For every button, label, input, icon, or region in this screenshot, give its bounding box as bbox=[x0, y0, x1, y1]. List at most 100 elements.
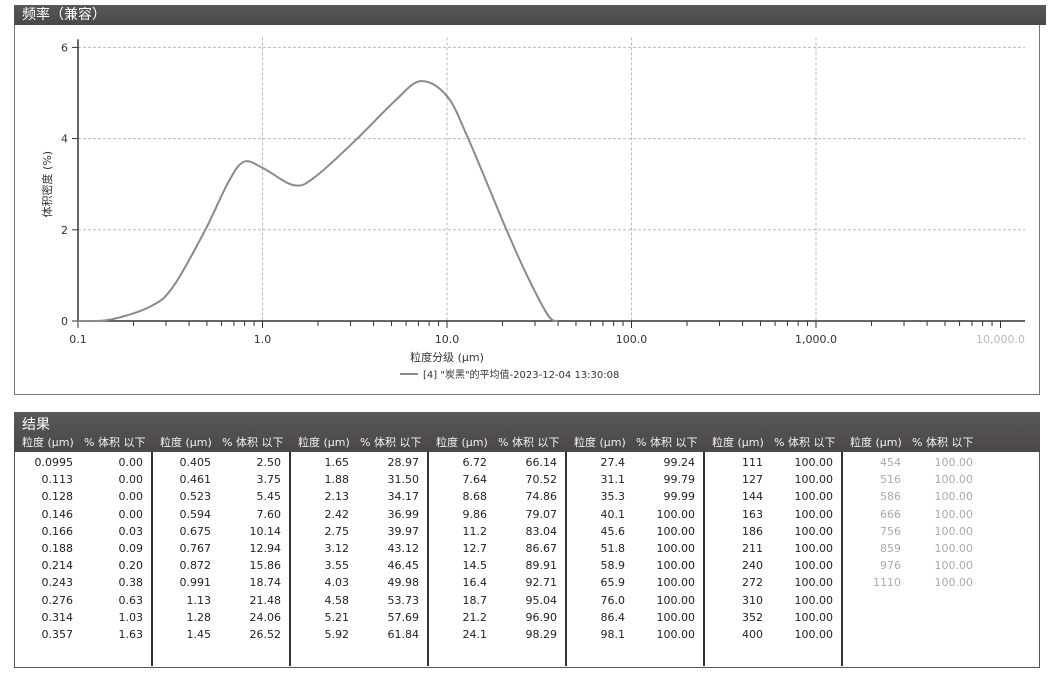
size-cell: 0.314 bbox=[41, 610, 74, 624]
frequency-chart: 0.1 1.0 10.0 100.0 1,000.0 10,000.0 0 2 4 6 粒度分级 (… bbox=[40, 37, 1025, 381]
chart-panel: 0.1 1.0 10.0 100.0 1,000.0 10,000.0 0 2 4 6 粒度分级 (… bbox=[14, 25, 1040, 395]
table-row: 1.45 26.52 bbox=[153, 628, 289, 645]
size-cell: 1.65 bbox=[324, 456, 350, 469]
table-row: 2.42 36.99 bbox=[291, 508, 427, 525]
table-row: 0.872 15.86 bbox=[153, 559, 289, 576]
table-row: 0.675 10.14 bbox=[153, 525, 289, 542]
percent-cell: 57.69 bbox=[387, 610, 420, 624]
column-group: 27.4 99.24 31.1 99.79 35.3 99.99 40.1 100.00 45.… bbox=[567, 452, 705, 666]
percent-cell: 53.73 bbox=[387, 593, 420, 607]
percent-cell: 89.91 bbox=[525, 559, 558, 573]
size-cell: 6.72 bbox=[462, 456, 488, 469]
size-cell: 0.0995 bbox=[34, 456, 74, 469]
size-cell: 0.276 bbox=[41, 593, 74, 607]
size-cell: 0.872 bbox=[179, 559, 212, 573]
table-row: 98.1 100.00 bbox=[567, 628, 703, 645]
y-tick-label: 0 bbox=[61, 315, 68, 328]
table-row: 0.0995 0.00 bbox=[15, 456, 151, 473]
size-cell: 58.9 bbox=[600, 559, 626, 573]
percent-column-header: % 体积 以下 bbox=[774, 436, 836, 449]
table-row: 163 100.00 bbox=[705, 508, 841, 525]
percent-cell: 100.00 bbox=[794, 473, 834, 487]
table-row: 0.405 2.50 bbox=[153, 456, 289, 473]
percent-cell: 18.74 bbox=[249, 576, 282, 590]
table-row: 0.461 3.75 bbox=[153, 473, 289, 490]
percent-cell: 99.24 bbox=[663, 456, 696, 469]
percent-cell: 100.00 bbox=[794, 490, 834, 504]
size-cell: 1.28 bbox=[186, 610, 212, 624]
table-row: 35.3 99.99 bbox=[567, 490, 703, 507]
percent-cell: 7.60 bbox=[256, 507, 282, 521]
x-tick-label: 10.0 bbox=[435, 333, 460, 346]
size-cell: 7.64 bbox=[462, 473, 488, 487]
size-cell: 0.357 bbox=[41, 628, 74, 641]
table-row: 18.7 95.04 bbox=[429, 594, 565, 611]
size-cell: 976 bbox=[880, 559, 901, 573]
percent-cell: 100.00 bbox=[656, 542, 696, 555]
table-row: 0.188 0.09 bbox=[15, 542, 151, 559]
size-cell: 51.8 bbox=[600, 542, 626, 555]
table-row: 86.4 100.00 bbox=[567, 611, 703, 628]
percent-cell: 3.75 bbox=[256, 473, 282, 487]
column-group-header: 粒度 (μm) % 体积 以下 bbox=[712, 434, 842, 450]
size-cell: 586 bbox=[880, 490, 901, 504]
percent-cell: 100.00 bbox=[794, 576, 834, 590]
table-row: 9.86 79.07 bbox=[429, 508, 565, 525]
size-cell: 0.991 bbox=[179, 576, 212, 590]
table-row: 516 100.00 bbox=[843, 473, 1041, 490]
size-cell: 8.68 bbox=[462, 490, 488, 504]
table-row: 1.65 28.97 bbox=[291, 456, 427, 473]
percent-cell: 100.00 bbox=[934, 559, 974, 573]
percent-cell: 100.00 bbox=[934, 542, 974, 555]
percent-cell: 28.97 bbox=[387, 456, 420, 469]
table-row: 0.243 0.38 bbox=[15, 576, 151, 593]
size-cell: 12.7 bbox=[462, 542, 488, 555]
table-row: 454 100.00 bbox=[843, 456, 1041, 473]
results-table: 0.0995 0.00 0.113 0.00 0.128 0.00 0.146 0.00 0.1… bbox=[14, 452, 1040, 668]
size-cell: 1.13 bbox=[186, 593, 212, 607]
x-tick-label: 1.0 bbox=[254, 333, 272, 346]
percent-cell: 100.00 bbox=[656, 576, 696, 590]
table-row: 0.113 0.00 bbox=[15, 473, 151, 490]
percent-cell: 43.12 bbox=[387, 542, 420, 555]
percent-cell: 100.00 bbox=[934, 473, 974, 487]
column-group-header: 粒度 (μm) % 体积 以下 bbox=[850, 434, 980, 450]
size-cell: 4.03 bbox=[324, 576, 350, 590]
percent-cell: 95.04 bbox=[525, 593, 558, 607]
size-column-header: 粒度 (μm) bbox=[160, 436, 212, 449]
size-cell: 11.2 bbox=[462, 524, 488, 538]
size-cell: 14.5 bbox=[462, 559, 488, 573]
percent-cell: 100.00 bbox=[656, 507, 696, 521]
size-cell: 18.7 bbox=[462, 593, 488, 607]
table-row: 0.314 1.03 bbox=[15, 611, 151, 628]
x-tick-label: 0.1 bbox=[69, 333, 87, 346]
chart-panel-title: 频率（兼容） bbox=[22, 7, 106, 23]
percent-cell: 2.50 bbox=[256, 456, 282, 469]
size-cell: 65.9 bbox=[600, 576, 626, 590]
results-panel-header: 结果 bbox=[14, 412, 1040, 452]
size-cell: 240 bbox=[742, 559, 763, 573]
legend-label: [4] "炭黑"的平均值-2023-12-04 13:30:08 bbox=[423, 368, 619, 381]
percent-cell: 99.79 bbox=[663, 473, 696, 487]
size-cell: 2.75 bbox=[324, 524, 350, 538]
size-cell: 27.4 bbox=[600, 456, 626, 469]
table-row: 0.991 18.74 bbox=[153, 576, 289, 593]
percent-cell: 0.38 bbox=[118, 576, 144, 590]
x-tick-label: 10,000.0 bbox=[976, 333, 1025, 346]
percent-cell: 15.86 bbox=[249, 559, 282, 573]
table-row: 586 100.00 bbox=[843, 490, 1041, 507]
table-row: 3.55 46.45 bbox=[291, 559, 427, 576]
table-row: 0.128 0.00 bbox=[15, 490, 151, 507]
x-tick-label: 100.0 bbox=[616, 333, 648, 346]
size-cell: 127 bbox=[742, 473, 763, 487]
percent-cell: 61.84 bbox=[387, 628, 420, 641]
size-cell: 163 bbox=[742, 507, 763, 521]
y-axis-label: 体积密度 (%) bbox=[40, 151, 54, 218]
percent-column-header: % 体积 以下 bbox=[636, 436, 698, 449]
percent-cell: 74.86 bbox=[525, 490, 558, 504]
percent-cell: 0.63 bbox=[118, 593, 144, 607]
size-column-header: 粒度 (μm) bbox=[574, 436, 626, 449]
size-cell: 16.4 bbox=[462, 576, 488, 590]
percent-cell: 100.00 bbox=[656, 559, 696, 573]
size-cell: 454 bbox=[880, 456, 901, 469]
